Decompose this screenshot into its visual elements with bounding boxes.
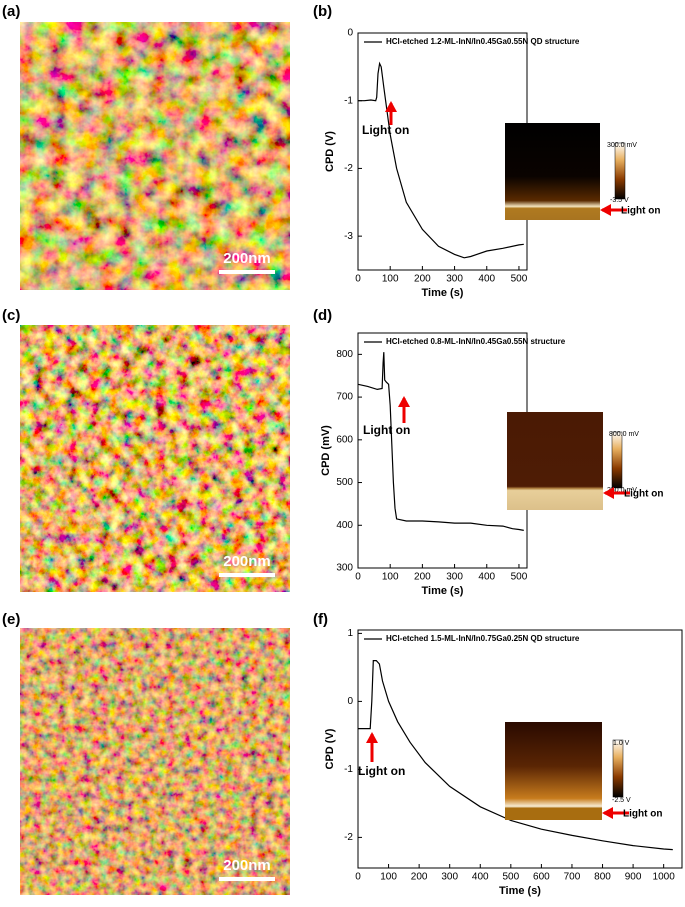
cpd-map-inset: [505, 123, 600, 220]
y-tick-label: -2: [344, 832, 353, 843]
y-axis-label: CPD (V): [324, 728, 336, 769]
arrow-head: [603, 487, 614, 499]
panel-label: (e): [2, 611, 20, 628]
afm-image: [20, 628, 290, 895]
light-arrow: [602, 807, 629, 819]
colorbar-max: 300.0 mV: [607, 142, 637, 149]
light-arrow: [385, 101, 397, 125]
x-tick-label: 500: [511, 274, 528, 285]
x-tick-label: 100: [380, 872, 397, 883]
panel-label: (a): [2, 3, 20, 20]
y-tick-label: -1: [344, 95, 353, 106]
panel-label: (d): [313, 307, 332, 324]
colorbar-min: 250.0 mV: [607, 487, 637, 494]
scale-bar-label: 200nm: [223, 857, 271, 874]
y-axis-label: CPD (V): [324, 131, 336, 172]
scale-bar: [219, 573, 275, 577]
afm-images: 200nm 200nm 200nm: [20, 22, 290, 895]
x-tick-label: 700: [564, 872, 581, 883]
scale-bar-label: 200nm: [223, 250, 271, 267]
x-tick-label: 200: [411, 872, 428, 883]
x-tick-label: 100: [382, 572, 399, 583]
cpd-map-inset: [505, 722, 602, 820]
y-tick-label: -1: [344, 764, 353, 775]
x-tick-label: 0: [355, 872, 361, 883]
x-tick-label: 400: [478, 572, 495, 583]
afm-image: [20, 325, 290, 592]
x-tick-label: 300: [446, 274, 463, 285]
colorbar-min: -2.5 V: [612, 797, 631, 804]
arrow-head: [385, 101, 397, 112]
x-tick-label: 500: [502, 872, 519, 883]
y-tick-label: 700: [336, 392, 353, 403]
annotation: Light on: [621, 206, 660, 217]
y-tick-label: 400: [336, 520, 353, 531]
annotation: Light on: [358, 764, 405, 778]
x-tick-label: 600: [533, 872, 550, 883]
y-tick-label: 1: [347, 628, 353, 639]
light-arrow: [398, 396, 410, 423]
x-tick-label: 100: [382, 274, 399, 285]
plot-frame: [357, 629, 683, 869]
light-arrow: [366, 732, 378, 762]
annotation: Light on: [363, 423, 410, 437]
y-tick-label: 500: [336, 477, 353, 488]
x-tick-label: 300: [446, 572, 463, 583]
colorbar-min: -3.5 V: [610, 197, 629, 204]
scale-bar: [219, 877, 275, 881]
x-tick-label: 1000: [653, 872, 676, 883]
x-tick-label: 0: [355, 274, 361, 285]
colorbar-max: 800.0 mV: [609, 431, 639, 438]
data-line: [357, 352, 524, 531]
legend-label: HCl-etched 1.5-ML-InN/In0.75Ga0.25N QD s…: [386, 634, 580, 643]
y-tick-label: 0: [347, 696, 353, 707]
light-arrow: [600, 204, 627, 216]
plot-frame: [357, 32, 528, 271]
annotation: Light on: [624, 489, 663, 500]
colorbar: [612, 739, 624, 798]
data-line: [358, 61, 524, 259]
y-tick-label: 300: [336, 563, 353, 574]
x-axis-label: Time (s): [422, 585, 464, 597]
x-tick-label: 200: [414, 572, 431, 583]
colorbar: [611, 431, 623, 489]
arrow-head: [600, 204, 611, 216]
light-arrow: [603, 487, 630, 499]
panel-label: (b): [313, 3, 332, 20]
x-tick-label: 300: [441, 872, 458, 883]
annotation: Light on: [623, 809, 662, 820]
arrow-head: [398, 396, 410, 407]
data-line: [358, 660, 673, 851]
x-tick-label: 400: [478, 274, 495, 285]
legend-label: HCl-etched 1.2-ML-InN/In0.45Ga0.55N QD s…: [386, 37, 580, 46]
x-tick-label: 500: [511, 572, 528, 583]
colorbar: [614, 142, 626, 200]
x-tick-label: 200: [414, 274, 431, 285]
x-tick-label: 400: [472, 872, 489, 883]
panel-label: (f): [313, 611, 328, 628]
arrow-head: [366, 732, 378, 743]
annotation: Light on: [362, 123, 409, 137]
y-tick-label: -3: [344, 231, 353, 242]
x-tick-label: 0: [355, 572, 361, 583]
x-tick-label: 900: [625, 872, 642, 883]
x-axis-label: Time (s): [499, 885, 541, 897]
colorbar-max: 1.0 V: [613, 740, 630, 747]
y-tick-label: 600: [336, 434, 353, 445]
y-tick-label: 800: [336, 349, 353, 360]
y-tick-label: -2: [344, 163, 353, 174]
arrow-head: [602, 807, 613, 819]
x-tick-label: 800: [594, 872, 611, 883]
y-axis-label: CPD (mV): [320, 425, 332, 476]
y-tick-label: 0: [347, 28, 353, 39]
scale-bar-label: 200nm: [223, 553, 271, 570]
x-axis-label: Time (s): [422, 287, 464, 299]
scale-bar: [219, 270, 275, 274]
legend-label: HCl-etched 0.8-ML-InN/In0.45Ga0.55N stru…: [386, 337, 566, 346]
afm-image: [20, 22, 290, 290]
panel-label: (c): [2, 307, 20, 324]
cpd-map-inset: [507, 412, 603, 510]
